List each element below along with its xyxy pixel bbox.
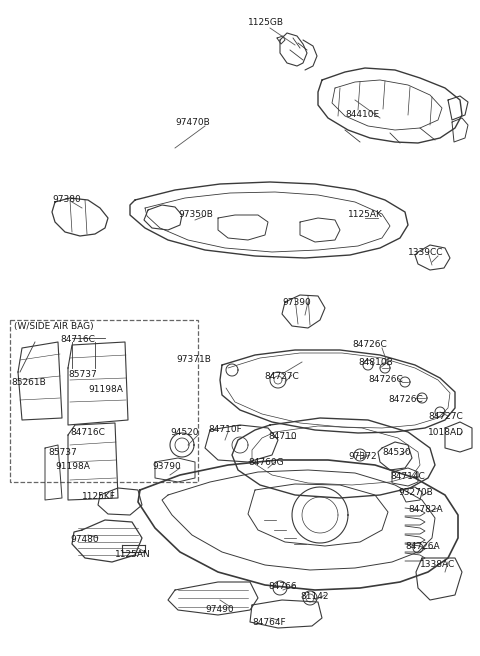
Text: 84782A: 84782A — [408, 505, 443, 514]
Text: 1339CC: 1339CC — [408, 248, 444, 257]
Text: 97490: 97490 — [205, 605, 234, 614]
Text: 84710: 84710 — [268, 432, 297, 441]
Text: 84726C: 84726C — [352, 340, 387, 349]
Text: 84726C: 84726C — [368, 375, 403, 384]
Text: 97371B: 97371B — [176, 355, 211, 364]
Text: 1018AD: 1018AD — [428, 428, 464, 437]
Text: 97480: 97480 — [70, 535, 98, 544]
Text: (W/SIDE AIR BAG): (W/SIDE AIR BAG) — [14, 322, 94, 331]
Text: 97372: 97372 — [348, 452, 377, 461]
Text: 1125AK: 1125AK — [348, 210, 383, 219]
Text: 1125KF: 1125KF — [82, 492, 116, 501]
Text: 84810B: 84810B — [358, 358, 393, 367]
Text: 85737: 85737 — [48, 448, 77, 457]
Text: 91198A: 91198A — [55, 462, 90, 471]
Text: 84710F: 84710F — [208, 425, 242, 434]
Text: 85737: 85737 — [68, 370, 97, 379]
Text: 84726A: 84726A — [405, 542, 440, 551]
Text: 93270B: 93270B — [398, 488, 433, 497]
Text: 97470B: 97470B — [175, 118, 210, 127]
Text: 84764F: 84764F — [252, 618, 286, 627]
Text: 1125AN: 1125AN — [115, 550, 151, 559]
Text: 81142: 81142 — [300, 592, 328, 601]
Text: 84727C: 84727C — [428, 412, 463, 421]
Text: 84727C: 84727C — [264, 372, 299, 381]
Text: 97390: 97390 — [282, 298, 311, 307]
Bar — [10, 320, 198, 482]
Text: 1338AC: 1338AC — [420, 560, 455, 569]
Text: 84760G: 84760G — [248, 458, 284, 467]
Text: 97350B: 97350B — [178, 210, 213, 219]
Text: 84766: 84766 — [268, 582, 297, 591]
Text: 85261B: 85261B — [11, 378, 46, 387]
Text: 94520: 94520 — [170, 428, 199, 437]
Text: 97380: 97380 — [52, 195, 81, 204]
Text: 84714C: 84714C — [390, 472, 425, 481]
Text: 84716C: 84716C — [70, 428, 105, 437]
Text: 1125GB: 1125GB — [248, 18, 284, 27]
Text: 84410E: 84410E — [345, 110, 379, 119]
Text: 93790: 93790 — [152, 462, 181, 471]
Text: 84726C: 84726C — [388, 395, 423, 404]
Text: 91198A: 91198A — [88, 385, 123, 394]
Text: 84530: 84530 — [382, 448, 410, 457]
Text: 84716C: 84716C — [60, 335, 95, 344]
